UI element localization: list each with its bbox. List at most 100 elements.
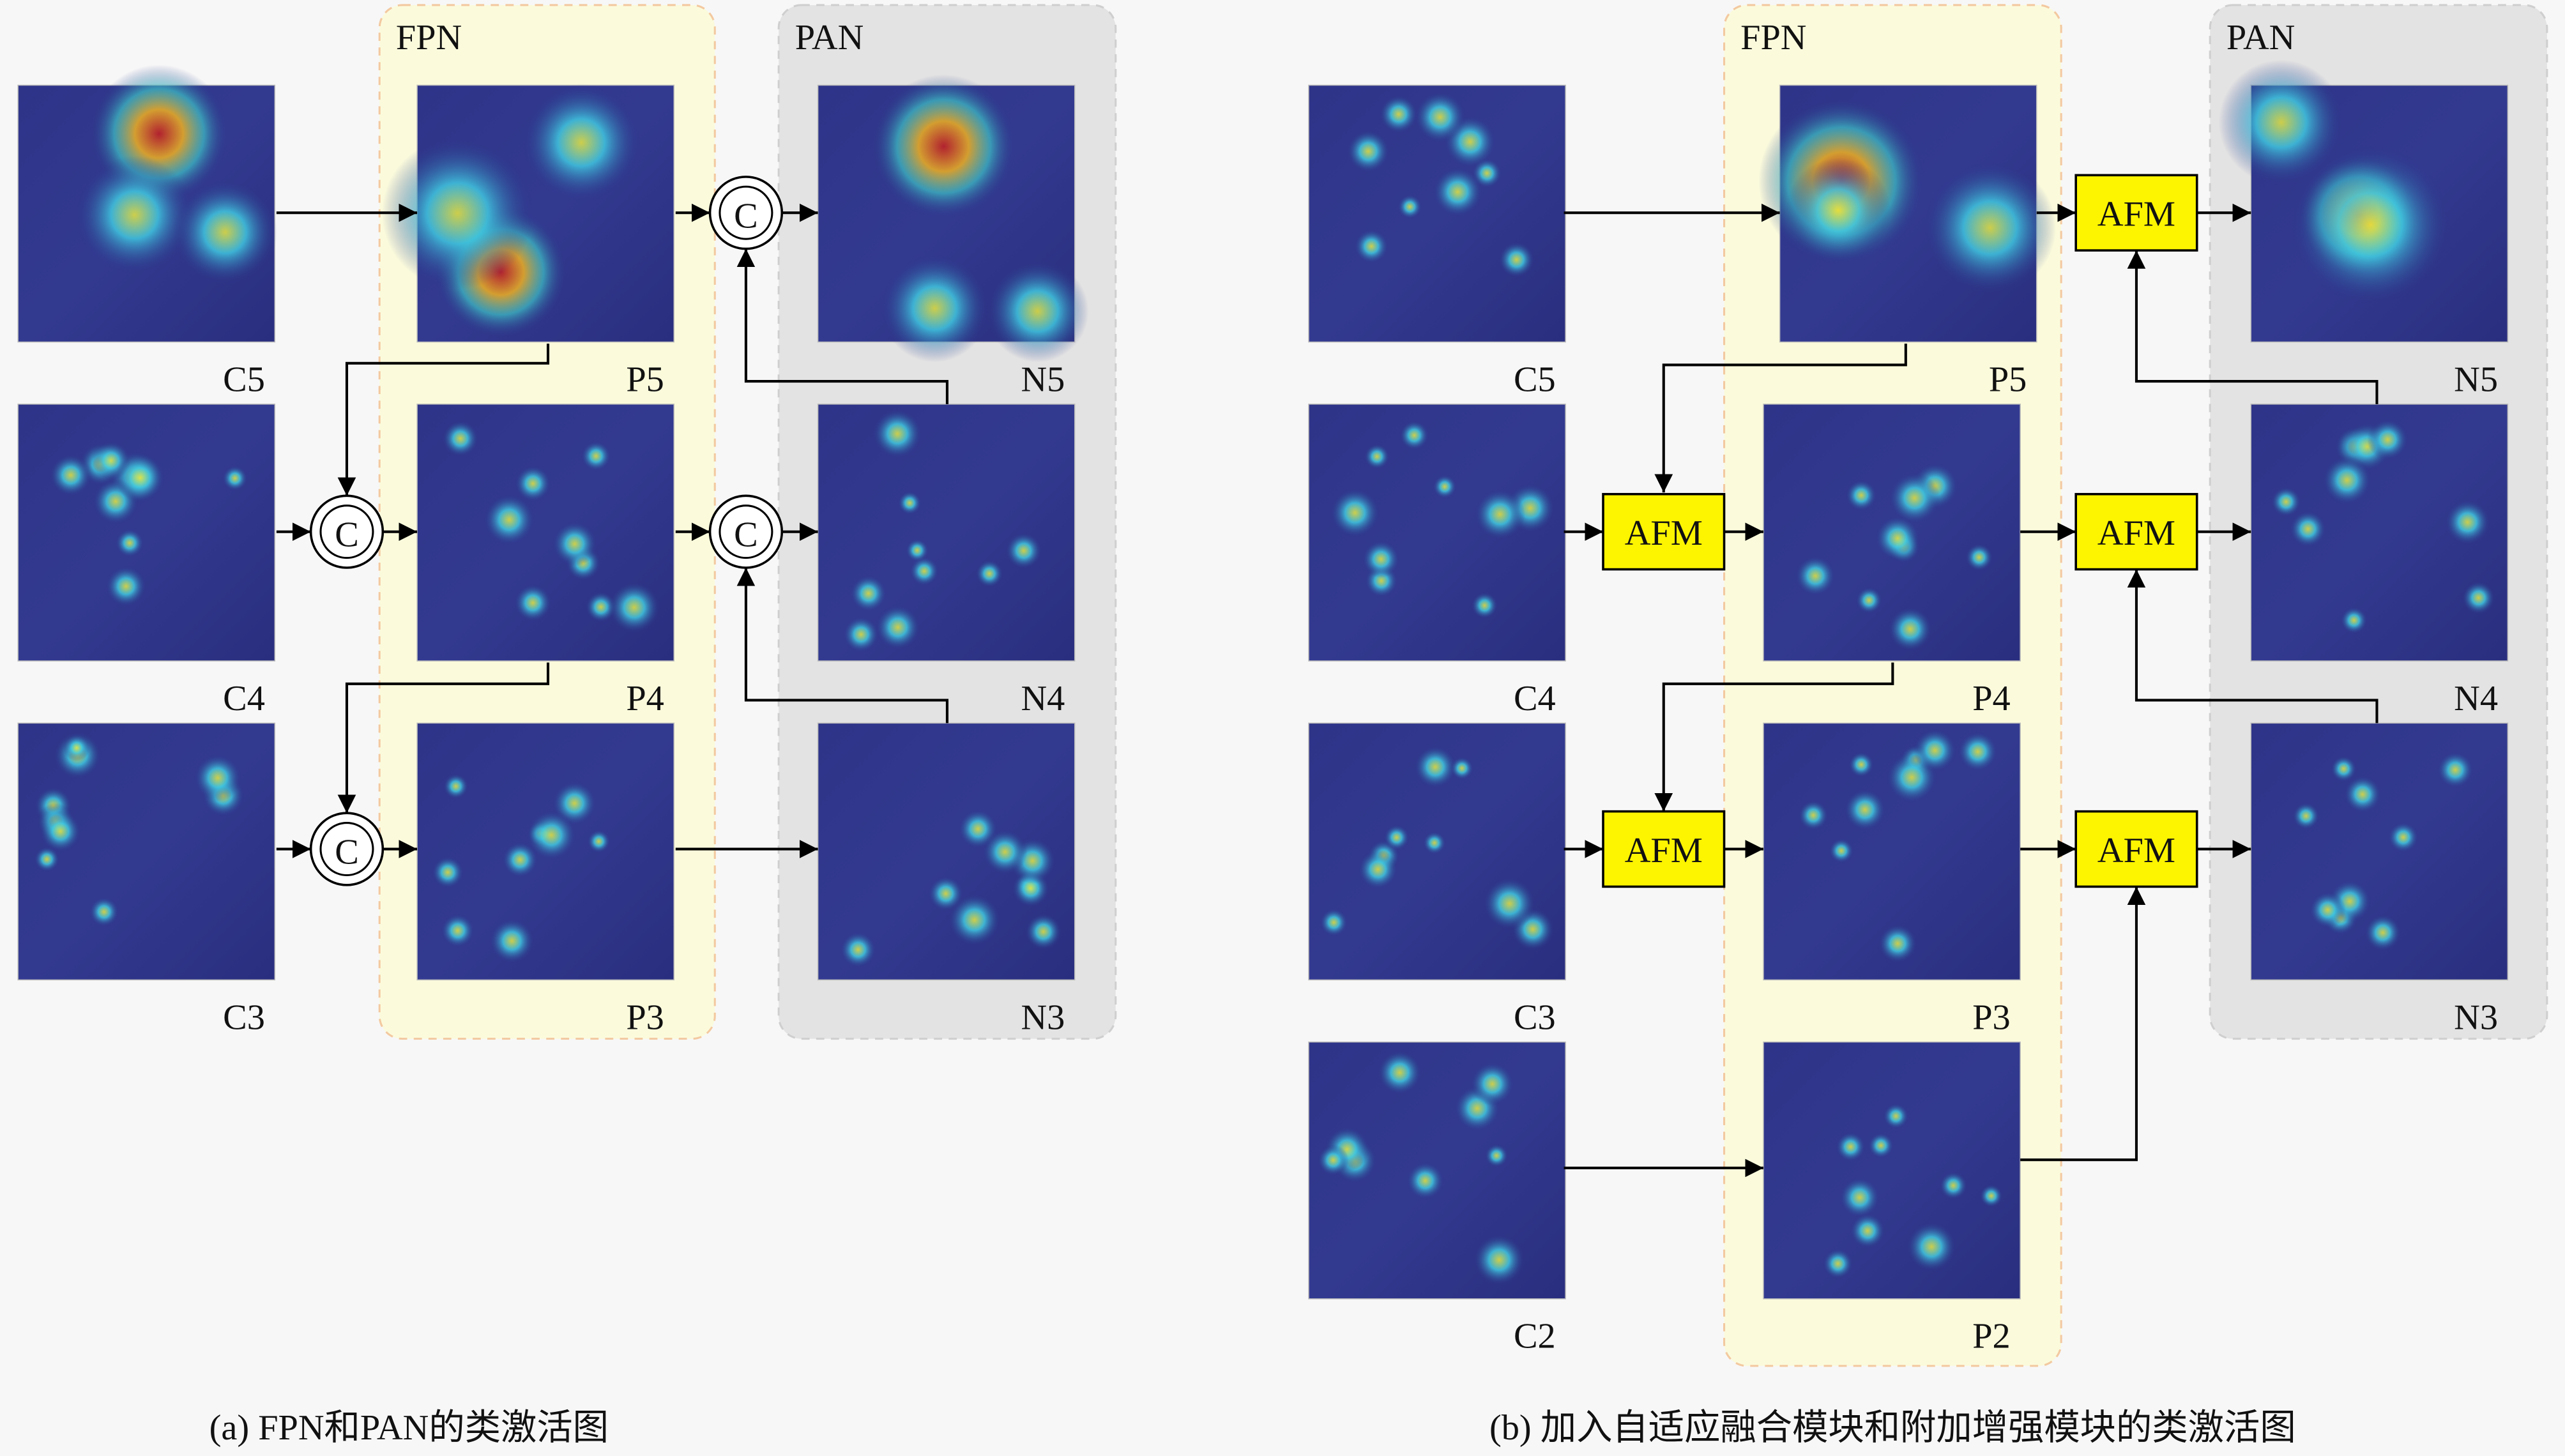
- activation: [948, 893, 1001, 946]
- activation: [1450, 757, 1473, 780]
- group-label: PAN: [795, 18, 864, 57]
- activation: [115, 529, 144, 557]
- heatmap: [17, 404, 276, 662]
- activation: [910, 556, 939, 586]
- arrow: [1654, 344, 1907, 493]
- activation: [840, 932, 876, 968]
- activation: [2340, 607, 2368, 634]
- activation: [843, 616, 879, 653]
- map-label: P4: [626, 679, 664, 718]
- activation: [1317, 1144, 1349, 1176]
- activation: [2322, 455, 2372, 505]
- activation: [608, 581, 660, 633]
- activation: [1414, 91, 1466, 143]
- group-label: FPN: [396, 18, 462, 57]
- activation: [1422, 831, 1446, 854]
- activation: [1924, 162, 2057, 294]
- activation: [116, 453, 165, 503]
- activation: [2271, 487, 2301, 517]
- activation: [928, 876, 964, 911]
- caption: (a) FPN和PAN的类激活图: [209, 1408, 609, 1448]
- concat-node-inner: [719, 504, 773, 559]
- activation: [1939, 1171, 1968, 1200]
- activation: [982, 829, 1028, 875]
- activation: [1377, 1050, 1422, 1095]
- arrow: [736, 567, 948, 724]
- activation: [871, 74, 1016, 218]
- activation: [1889, 472, 1940, 524]
- map-label: C3: [1514, 997, 1556, 1037]
- activation: [515, 465, 551, 502]
- activation: [1474, 489, 1526, 540]
- activation: [2292, 802, 2320, 830]
- activation: [89, 897, 119, 927]
- activation: [2387, 822, 2419, 853]
- activation: [1844, 789, 1886, 831]
- arrow: [1654, 662, 1894, 812]
- activation: [1785, 158, 1891, 263]
- activation: [442, 420, 479, 457]
- activation: [1354, 229, 1389, 264]
- activation: [1473, 1234, 1525, 1286]
- map-label: C4: [1514, 679, 1556, 718]
- activation: [1397, 194, 1422, 219]
- activation: [2290, 145, 2450, 305]
- afm-label: AFM: [2097, 831, 2175, 870]
- activation: [1875, 515, 1920, 561]
- activation: [1979, 1184, 2003, 1208]
- activation: [1848, 752, 1875, 778]
- activation: [1471, 592, 1498, 619]
- activation: [63, 734, 91, 762]
- activation: [1958, 731, 1998, 772]
- concat-node-inner: [319, 504, 374, 559]
- afm-label: AFM: [1625, 831, 1703, 870]
- activation: [905, 538, 929, 562]
- activation: [1883, 1103, 1909, 1129]
- activation: [1433, 474, 1457, 499]
- activation: [522, 84, 640, 202]
- activation: [1878, 924, 1917, 963]
- activation: [2364, 914, 2401, 951]
- arrow: [337, 662, 550, 814]
- arrow: [2127, 569, 2379, 724]
- activation: [1822, 1248, 1853, 1279]
- activation: [1358, 849, 1398, 890]
- activation: [1795, 556, 1836, 596]
- concat-symbol: C: [335, 833, 359, 872]
- activation: [880, 254, 989, 363]
- activation: [381, 137, 534, 289]
- concat-node-inner: [719, 185, 773, 240]
- activation: [2289, 510, 2327, 547]
- activation: [489, 918, 535, 964]
- activation: [526, 810, 577, 860]
- activation: [975, 559, 1003, 588]
- activation: [432, 856, 464, 888]
- activation: [1965, 543, 1993, 572]
- caption: (b) 加入自适应融合模块和附加增强模块的类激活图: [1489, 1408, 2296, 1448]
- afm-label: AFM: [1625, 513, 1703, 553]
- activation: [1483, 877, 1536, 930]
- activation: [75, 156, 194, 275]
- map-label: N5: [2454, 360, 2498, 399]
- arrow: [736, 248, 948, 404]
- activation: [1855, 587, 1883, 614]
- map-label: C2: [1514, 1317, 1556, 1356]
- concat-node-inner: [319, 822, 374, 877]
- activation: [587, 830, 611, 853]
- activation: [1498, 241, 1535, 278]
- arrow: [2020, 886, 2146, 1162]
- activation: [1433, 167, 1483, 217]
- map-label: P5: [626, 360, 664, 399]
- activation: [1005, 532, 1042, 569]
- afm-module: [2074, 810, 2198, 888]
- map-label: N4: [2454, 679, 2498, 718]
- map-label: P2: [1972, 1317, 2011, 1356]
- activation: [105, 566, 147, 607]
- map-label: C5: [223, 360, 265, 399]
- map-label: N5: [1021, 360, 1065, 399]
- activation: [849, 575, 887, 612]
- activation: [194, 754, 241, 802]
- activation: [2462, 581, 2495, 615]
- afm-module: [2074, 174, 2198, 252]
